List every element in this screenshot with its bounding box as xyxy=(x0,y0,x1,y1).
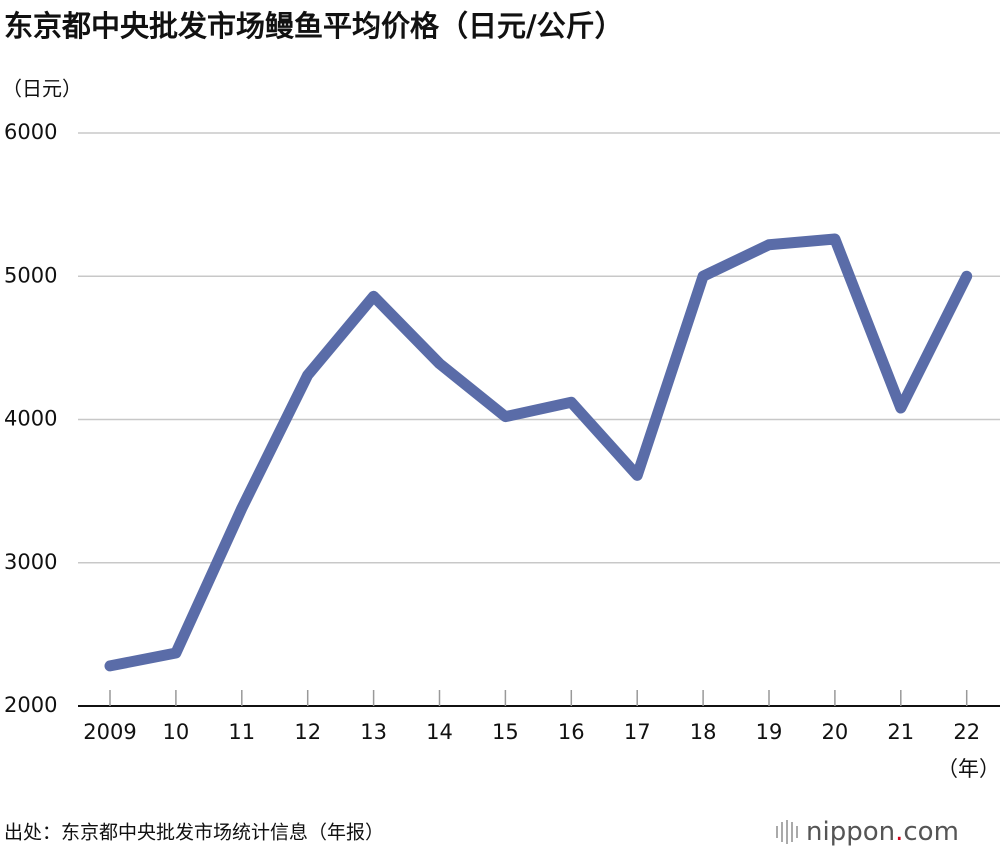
y-tick-label: 6000 xyxy=(4,120,57,144)
x-tick-label: 21 xyxy=(887,720,914,744)
chart-title: 东京都中央批发市场鳗鱼平均价格（日元/公斤） xyxy=(4,9,624,43)
y-tick-label: 5000 xyxy=(4,263,57,287)
x-tick-label: 12 xyxy=(294,720,321,744)
x-tick-label: 14 xyxy=(426,720,453,744)
x-tick-label: 13 xyxy=(360,720,387,744)
y-tick-label: 2000 xyxy=(4,693,57,717)
data-line xyxy=(104,233,973,672)
x-unit: （年） xyxy=(937,757,1000,781)
x-tick-label: 22 xyxy=(953,720,980,744)
brand-part: nippon xyxy=(806,817,895,847)
y-unit: （日元） xyxy=(2,77,82,101)
brand-logo: nippon.com xyxy=(776,817,959,847)
x-tick-label: 19 xyxy=(756,720,783,744)
x-tick-label: 17 xyxy=(624,720,651,744)
x-tick-label: 20 xyxy=(822,720,849,744)
x-tick-label: 18 xyxy=(690,720,717,744)
x-tick-label: 15 xyxy=(492,720,519,744)
brand-text: nippon.com xyxy=(806,817,959,847)
source: 出处：东京都中央批发市场统计信息（年报） xyxy=(4,822,384,844)
x-tick-label: 16 xyxy=(558,720,585,744)
brand-part: . xyxy=(895,817,903,847)
brand-part: com xyxy=(903,817,959,847)
y-tick-label: 3000 xyxy=(4,550,57,574)
y-tick-label: 4000 xyxy=(4,407,57,431)
x-tick-label: 11 xyxy=(228,720,255,744)
logo-bars xyxy=(776,820,798,844)
x-tick-label: 10 xyxy=(163,720,190,744)
x-tick-label: 2009 xyxy=(83,720,136,744)
